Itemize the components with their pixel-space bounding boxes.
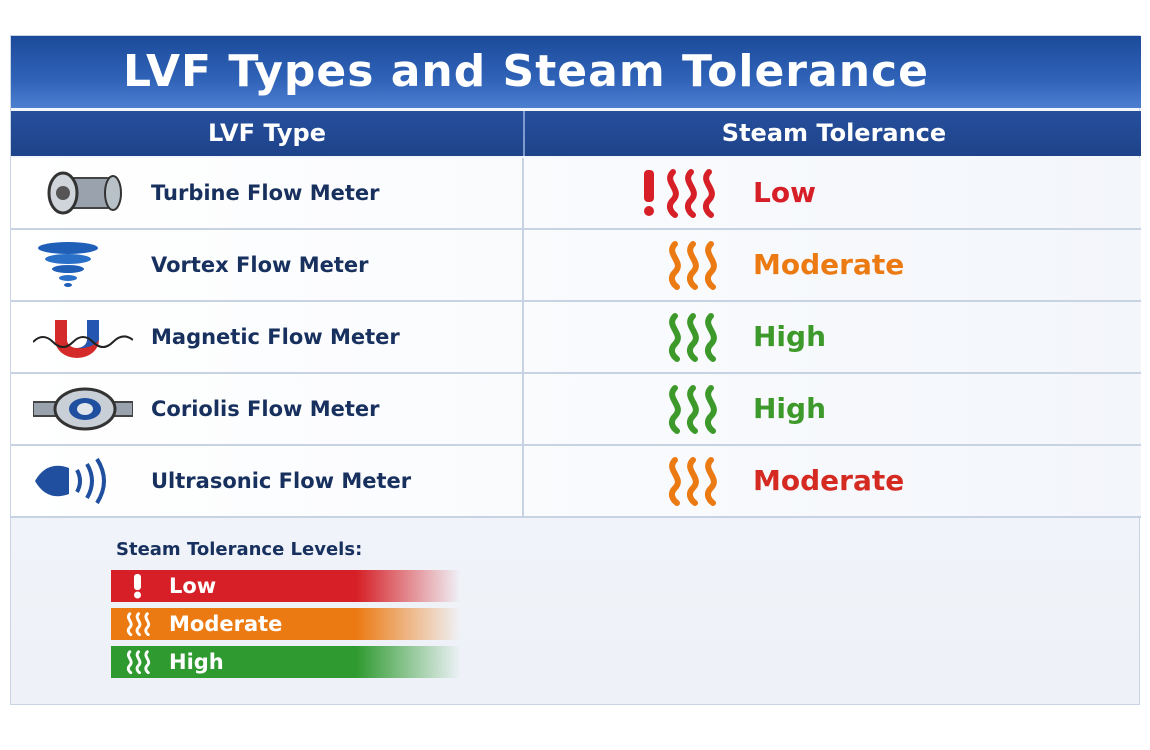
meter-name: Ultrasonic Flow Meter	[151, 469, 412, 493]
legend-item: High	[111, 646, 461, 678]
divider	[522, 158, 524, 228]
legend-label: Moderate	[169, 612, 283, 636]
legend-title: Steam Tolerance Levels:	[116, 539, 363, 560]
turbine-icon	[47, 171, 122, 215]
magnet-icon	[33, 320, 133, 358]
table-row: Ultrasonic Flow Meter Moderate	[11, 446, 1141, 518]
coriolis-icon	[33, 387, 133, 431]
table-card: LVF Types and Steam Tolerance LVF Type S…	[10, 35, 1141, 705]
table-row: Turbine Flow Meter Low	[11, 158, 1141, 230]
column-header: LVF Type	[208, 119, 326, 147]
steam-icon	[644, 168, 731, 218]
meter-name: Magnetic Flow Meter	[151, 325, 400, 349]
steam-icon	[661, 240, 731, 290]
tolerance-level: High	[753, 320, 827, 353]
legend-label: High	[169, 650, 224, 674]
table-row: Vortex Flow Meter Moderate	[11, 230, 1141, 302]
table-row: Coriolis Flow Meter High	[11, 374, 1141, 446]
legend-item: Low	[111, 570, 461, 602]
tolerance-level: Low	[753, 176, 816, 209]
meter-name: Turbine Flow Meter	[151, 181, 380, 205]
legend-item: Moderate	[111, 608, 461, 640]
tolerance-level: Moderate	[753, 464, 905, 497]
vortex-icon	[38, 242, 98, 287]
legend-icon	[123, 611, 157, 637]
divider	[522, 446, 524, 516]
divider	[522, 230, 524, 300]
divider	[522, 302, 524, 372]
meter-name: Coriolis Flow Meter	[151, 397, 380, 421]
tolerance-level: Moderate	[753, 248, 905, 281]
steam-icon	[661, 384, 731, 434]
title: LVF Types and Steam Tolerance	[11, 36, 1141, 108]
steam-icon	[661, 456, 731, 506]
legend-icon	[123, 649, 157, 675]
ultrasonic-icon	[35, 457, 106, 505]
divider	[522, 374, 524, 444]
table-header: LVF Type Steam Tolerance	[11, 111, 1141, 156]
steam-icon	[661, 312, 731, 362]
meter-name: Vortex Flow Meter	[151, 253, 369, 277]
table-row: Magnetic Flow Meter High	[11, 302, 1141, 374]
legend-icon	[134, 574, 141, 599]
tolerance-level: High	[753, 392, 827, 425]
column-header: Steam Tolerance	[523, 111, 1143, 156]
legend-label: Low	[169, 574, 217, 598]
